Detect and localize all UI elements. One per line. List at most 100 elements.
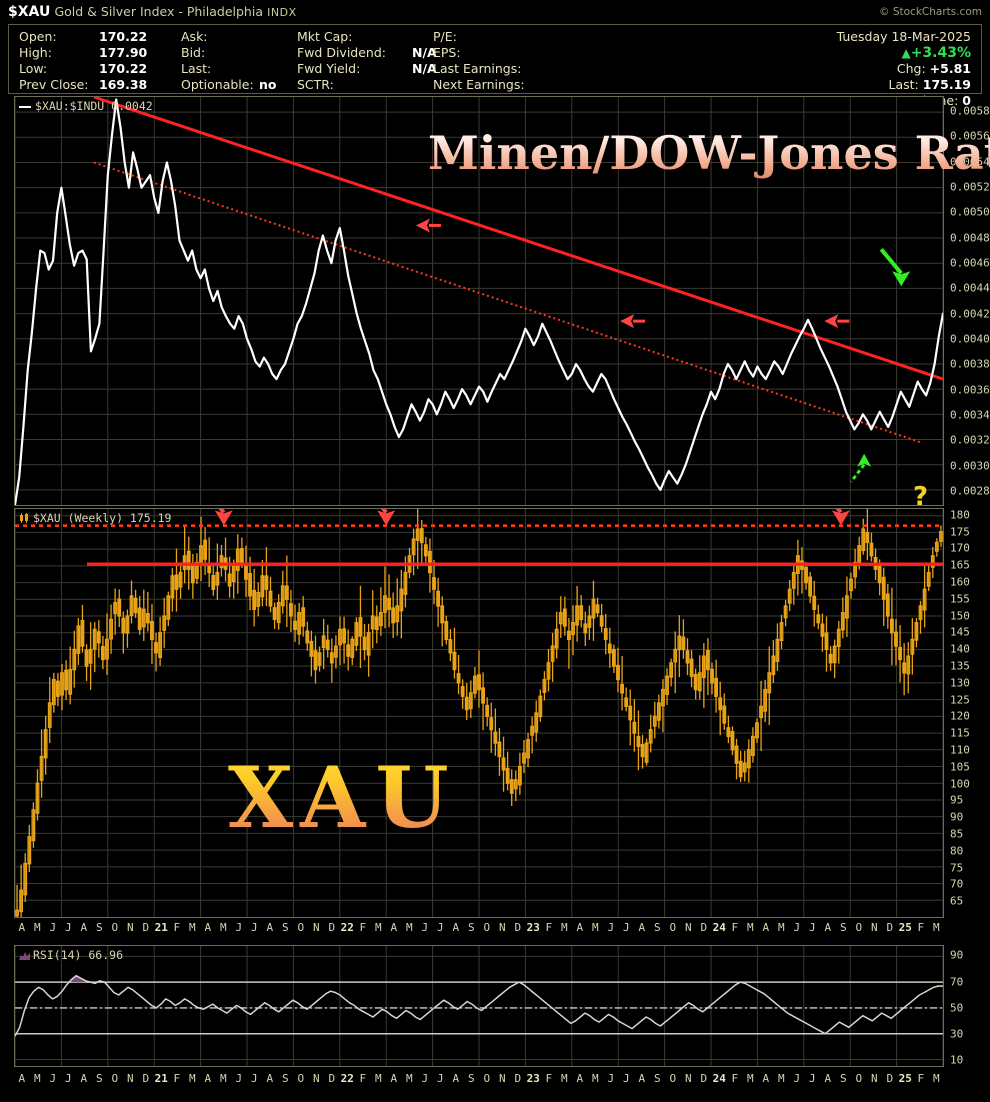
x-axis-tick: S bbox=[467, 1072, 475, 1085]
x-axis-tick: S bbox=[839, 1072, 847, 1085]
rsi-swatch-icon bbox=[19, 952, 30, 960]
quote-label: Mkt Cap: bbox=[297, 29, 353, 44]
x-axis-tick: J bbox=[64, 921, 72, 934]
volume-value: 0 bbox=[962, 93, 971, 108]
x-axis-tick: O bbox=[669, 1072, 677, 1085]
rsi-chart-panel[interactable]: RSI(14) 66.96 bbox=[14, 945, 944, 1067]
y-axis-tick: 0.0028 bbox=[950, 484, 990, 498]
quote-box: Open: 170.22 High: 177.90 Low: 170.22 Prev … bbox=[8, 24, 982, 108]
ratio-legend-text: $XAU:$INDU 0.0042 bbox=[35, 99, 153, 113]
annotation-arrow-down bbox=[214, 509, 233, 526]
x-axis-tick: A bbox=[266, 921, 274, 934]
candlestick-swatch-icon bbox=[20, 513, 28, 523]
y-axis-tick: 90 bbox=[950, 948, 964, 962]
y-axis-tick: 70 bbox=[950, 975, 964, 989]
price-plot-svg bbox=[15, 509, 943, 917]
x-axis-tick: O bbox=[111, 921, 119, 934]
y-axis-tick: 180 bbox=[950, 508, 970, 522]
chart-title-bar: $XAU Gold & Silver Index - Philadelphia … bbox=[8, 4, 297, 20]
x-axis-tick: M bbox=[591, 1072, 599, 1085]
x-axis-tick: F bbox=[917, 921, 925, 934]
x-axis-tick: M bbox=[33, 921, 41, 934]
x-axis-tick: J bbox=[607, 921, 615, 934]
x-axis-tick: F bbox=[359, 921, 367, 934]
x-axis-tick: J bbox=[436, 1072, 444, 1085]
price-legend-text: $XAU (Weekly) 175.19 bbox=[33, 511, 172, 525]
x-axis-tick: F bbox=[917, 1072, 925, 1085]
x-axis-tick: F bbox=[359, 1072, 367, 1085]
quote-date: Tuesday 18-Mar-2025 bbox=[836, 29, 971, 44]
quote-row: Next Earnings: bbox=[433, 77, 563, 93]
trendline bbox=[93, 161, 921, 443]
annotation-arrow-left bbox=[824, 314, 850, 329]
x-axis-tick: N bbox=[126, 921, 134, 934]
rsi-plot-svg bbox=[15, 946, 943, 1066]
x-axis-tick: J bbox=[793, 921, 801, 934]
y-axis-tick: 0.0054 bbox=[950, 155, 990, 169]
x-axis-tick: 25 bbox=[898, 1072, 912, 1085]
annotation-arrow-up bbox=[849, 453, 872, 483]
quote-label: Open: bbox=[19, 29, 57, 44]
ratio-plot-svg bbox=[15, 97, 943, 505]
y-axis-tick: 170 bbox=[950, 541, 970, 555]
x-axis-tick: 21 bbox=[154, 921, 168, 934]
x-axis-tick: J bbox=[808, 921, 816, 934]
ratio-chart-panel[interactable]: $XAU:$INDU 0.0042 bbox=[14, 96, 944, 506]
x-axis-tick: O bbox=[855, 1072, 863, 1085]
y-axis-tick: 0.0044 bbox=[950, 281, 990, 295]
x-axis-tick: J bbox=[49, 921, 57, 934]
quote-label: High: bbox=[19, 45, 52, 60]
annotation-arrow-left bbox=[620, 314, 646, 329]
price-y-axis: 180 175 170 165 160 155 150 145 140 135 130 125 120 1… bbox=[950, 508, 990, 918]
x-axis-middle: A M J J A S O N D 21 F M A M J J A S O N D 22 F M A M J J A S O N D 23 F M A… bbox=[14, 921, 944, 937]
y-axis-tick: 0.0030 bbox=[950, 459, 990, 472]
x-axis-tick: J bbox=[808, 1072, 816, 1085]
y-axis-tick: 155 bbox=[950, 592, 970, 606]
x-axis-tick: A bbox=[390, 921, 398, 934]
x-axis-tick: F bbox=[545, 1072, 553, 1085]
x-axis-tick: D bbox=[142, 1072, 150, 1085]
x-axis-tick: S bbox=[95, 921, 103, 934]
quote-label: Prev Close: bbox=[19, 77, 89, 92]
x-axis-tick: O bbox=[111, 1072, 119, 1085]
price-chart-panel[interactable]: $XAU (Weekly) 175.19 bbox=[14, 508, 944, 918]
y-axis-tick: 0.0056 bbox=[950, 129, 990, 143]
rsi-line bbox=[15, 974, 943, 1037]
symbol-label: $XAU bbox=[8, 4, 51, 20]
quote-value: 177.90 bbox=[99, 45, 148, 60]
annotation-arrow-down bbox=[377, 509, 396, 526]
quote-label: Ask: bbox=[181, 29, 208, 44]
x-axis-tick: A bbox=[762, 921, 770, 934]
x-axis-tick: F bbox=[173, 1072, 181, 1085]
y-axis-tick: 90 bbox=[950, 810, 964, 824]
x-axis-tick: A bbox=[824, 921, 832, 934]
rsi-y-axis: 90 70 50 30 10 bbox=[950, 945, 990, 1067]
symbol-description: Gold & Silver Index - Philadelphia bbox=[54, 4, 263, 19]
y-axis-tick: 105 bbox=[950, 760, 970, 774]
change-value: +5.81 bbox=[929, 61, 971, 76]
x-axis-tick: N bbox=[312, 921, 320, 934]
y-axis-tick: 0.0040 bbox=[950, 332, 990, 346]
x-axis-tick: J bbox=[250, 1072, 258, 1085]
quote-column-earnings: P/E: EPS: Last Earnings: Next Earnings: bbox=[433, 29, 563, 93]
line-swatch-icon bbox=[19, 105, 31, 108]
y-axis-tick: 165 bbox=[950, 558, 970, 572]
y-axis-tick: 150 bbox=[950, 609, 970, 623]
x-axis-tick: A bbox=[452, 1072, 460, 1085]
x-axis-tick: O bbox=[669, 921, 677, 934]
x-axis-tick: A bbox=[452, 921, 460, 934]
x-axis-bottom: A M J J A S O N D 21 F M A M J J A S O N D 22 F M A M J J A S O N D 23 F M A… bbox=[14, 1072, 944, 1088]
x-axis-tick: N bbox=[498, 1072, 506, 1085]
y-axis-tick: 75 bbox=[950, 861, 964, 875]
x-axis-tick: F bbox=[173, 921, 181, 934]
percent-change-value: +3.43% bbox=[910, 45, 971, 61]
x-axis-tick: J bbox=[622, 1072, 630, 1085]
x-axis-tick: 25 bbox=[898, 921, 912, 934]
quote-row: Open: 170.22 bbox=[19, 29, 179, 45]
quote-row: Fwd Yield: N/A bbox=[297, 61, 437, 77]
x-axis-tick: J bbox=[622, 921, 630, 934]
y-axis-tick: 85 bbox=[950, 827, 964, 841]
y-axis-tick: 160 bbox=[950, 575, 970, 589]
quote-value: 169.38 bbox=[99, 77, 148, 92]
